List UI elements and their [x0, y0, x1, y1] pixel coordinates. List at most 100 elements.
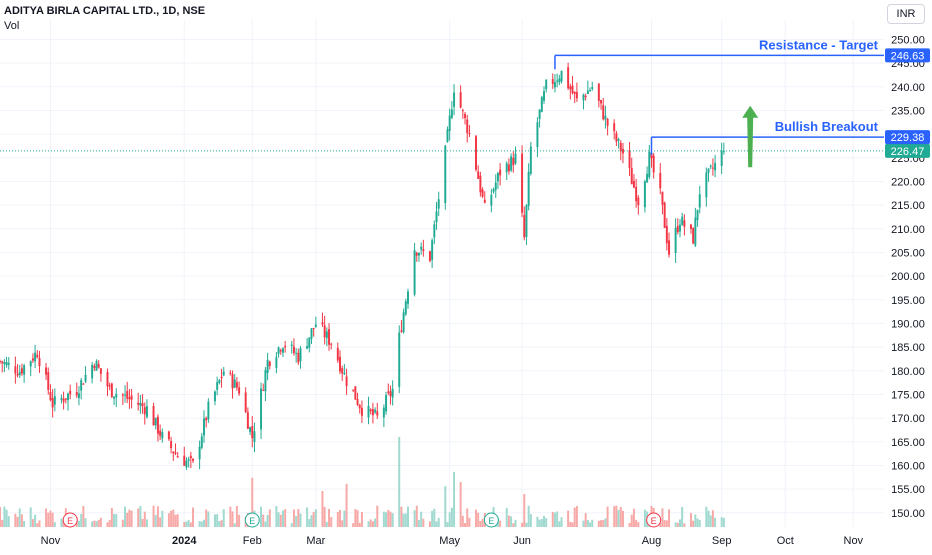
candle-body[interactable]	[709, 165, 712, 167]
candle-body[interactable]	[91, 364, 94, 379]
annotation-text[interactable]: Bullish Breakout	[775, 119, 879, 134]
candle-body[interactable]	[323, 325, 326, 338]
candle-body[interactable]	[36, 354, 39, 358]
candle-body[interactable]	[7, 362, 10, 365]
candle-body[interactable]	[251, 426, 254, 439]
candle-body[interactable]	[446, 129, 449, 143]
candle-body[interactable]	[262, 389, 265, 391]
candle-body[interactable]	[330, 343, 333, 345]
candle-body[interactable]	[705, 172, 708, 198]
candle-body[interactable]	[613, 123, 616, 132]
candle-body[interactable]	[385, 395, 388, 412]
candle-body[interactable]	[34, 352, 37, 362]
candle-body[interactable]	[360, 407, 363, 416]
candle-body[interactable]	[126, 391, 129, 399]
candle-body[interactable]	[523, 215, 526, 238]
candle-body[interactable]	[376, 411, 379, 416]
candle-body[interactable]	[374, 409, 377, 413]
candle-body[interactable]	[187, 459, 190, 461]
annotation-text[interactable]: Resistance - Target	[759, 37, 879, 52]
candle-body[interactable]	[113, 396, 116, 399]
candle-body[interactable]	[481, 189, 484, 197]
candle-body[interactable]	[415, 252, 418, 256]
candle-body[interactable]	[382, 407, 385, 418]
candle-body[interactable]	[229, 372, 232, 374]
candle-body[interactable]	[492, 189, 495, 192]
candle-body[interactable]	[172, 451, 175, 454]
candle-body[interactable]	[47, 372, 50, 390]
candle-body[interactable]	[231, 374, 234, 389]
candle-body[interactable]	[650, 152, 653, 159]
candle-body[interactable]	[29, 361, 32, 367]
candle-body[interactable]	[281, 348, 284, 353]
candle-body[interactable]	[290, 344, 293, 346]
candle-body[interactable]	[635, 186, 638, 202]
candle-body[interactable]	[479, 175, 482, 193]
candle-body[interactable]	[435, 211, 438, 223]
candle-body[interactable]	[67, 393, 69, 401]
candle-body[interactable]	[51, 398, 54, 408]
earnings-marker[interactable]	[62, 512, 78, 528]
candle-body[interactable]	[141, 403, 144, 407]
candle-body[interactable]	[167, 431, 170, 440]
candle-body[interactable]	[18, 372, 21, 376]
candle-body[interactable]	[371, 409, 374, 416]
candle-body[interactable]	[310, 328, 313, 339]
candle-body[interactable]	[82, 383, 85, 385]
candle-body[interactable]	[643, 181, 646, 208]
candle-body[interactable]	[545, 79, 548, 90]
candle-body[interactable]	[295, 352, 298, 354]
candle-body[interactable]	[521, 153, 524, 213]
candle-body[interactable]	[637, 197, 640, 206]
candle-body[interactable]	[400, 330, 403, 332]
candle-body[interactable]	[95, 360, 98, 371]
candle-body[interactable]	[5, 362, 8, 366]
candle-body[interactable]	[23, 365, 26, 375]
candle-body[interactable]	[198, 446, 201, 460]
candle-body[interactable]	[591, 87, 594, 89]
candle-body[interactable]	[14, 366, 17, 374]
candle-body[interactable]	[575, 92, 578, 99]
currency-button[interactable]: INR	[887, 4, 925, 24]
candle-body[interactable]	[632, 180, 635, 188]
candle-body[interactable]	[106, 372, 109, 387]
candle-body[interactable]	[707, 168, 710, 173]
candle-body[interactable]	[260, 388, 263, 430]
earnings-marker[interactable]	[646, 512, 662, 528]
candle-body[interactable]	[336, 347, 339, 361]
candle-body[interactable]	[284, 345, 287, 348]
candle-body[interactable]	[203, 418, 205, 436]
candle-body[interactable]	[391, 388, 394, 398]
candle-body[interactable]	[543, 91, 545, 101]
candle-body[interactable]	[328, 329, 331, 345]
candle-body[interactable]	[277, 347, 280, 354]
candle-body[interactable]	[505, 163, 508, 173]
candle-body[interactable]	[567, 67, 570, 89]
candle-body[interactable]	[676, 226, 679, 233]
candle-body[interactable]	[540, 97, 543, 113]
candle-body[interactable]	[586, 90, 589, 95]
candle-body[interactable]	[80, 380, 83, 391]
candle-body[interactable]	[490, 194, 493, 206]
candle-body[interactable]	[0, 360, 1, 362]
candle-body[interactable]	[161, 432, 164, 439]
candle-body[interactable]	[238, 387, 241, 394]
candle-body[interactable]	[466, 119, 469, 134]
candle-body[interactable]	[648, 151, 651, 178]
candle-body[interactable]	[665, 225, 668, 244]
candle-body[interactable]	[246, 412, 249, 429]
candle-body[interactable]	[525, 205, 528, 237]
candle-body[interactable]	[174, 452, 177, 454]
candle-body[interactable]	[115, 393, 118, 398]
candle-body[interactable]	[62, 398, 65, 402]
candle-body[interactable]	[145, 406, 148, 417]
candle-body[interactable]	[93, 366, 96, 368]
candle-body[interactable]	[108, 385, 111, 387]
candle-body[interactable]	[275, 357, 278, 368]
candle-body[interactable]	[297, 352, 300, 363]
candle-body[interactable]	[694, 217, 697, 246]
candle-body[interactable]	[60, 397, 63, 400]
candle-body[interactable]	[499, 169, 502, 176]
candle-body[interactable]	[689, 224, 692, 229]
candle-body[interactable]	[154, 417, 157, 426]
